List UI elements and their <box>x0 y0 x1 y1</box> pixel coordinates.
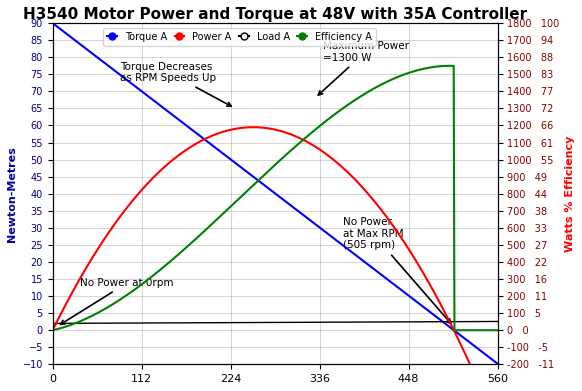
Text: Torque Decreases
as RPM Speeds Up: Torque Decreases as RPM Speeds Up <box>120 61 231 106</box>
Load A <box>346 320 353 325</box>
Power A <box>347 172 354 177</box>
Torque A <box>494 361 501 366</box>
Efficiency A <box>250 182 257 187</box>
Efficiency A <box>494 328 501 333</box>
Efficiency A <box>164 262 171 267</box>
Load A <box>311 320 318 325</box>
Torque A <box>49 21 56 25</box>
Efficiency A <box>128 290 135 294</box>
Power A <box>385 217 392 222</box>
Title: H3540 Motor Power and Torque at 48V with 35A Controller: H3540 Motor Power and Torque at 48V with… <box>23 7 527 22</box>
Load A <box>250 320 257 325</box>
Torque A <box>164 108 171 113</box>
Line: Load A: Load A <box>52 321 498 323</box>
Torque A <box>311 221 318 226</box>
Power A <box>164 162 171 167</box>
Torque A <box>346 248 353 253</box>
Efficiency A <box>384 79 391 84</box>
Line: Power A: Power A <box>52 127 498 391</box>
Load A <box>128 321 135 325</box>
Power A <box>128 200 135 204</box>
Torque A <box>128 81 135 86</box>
Line: Torque A: Torque A <box>52 23 498 364</box>
Text: No Power at 0rpm: No Power at 0rpm <box>61 278 174 325</box>
Power A <box>250 125 257 129</box>
Text: Maximum Power
=1300 W: Maximum Power =1300 W <box>318 41 409 95</box>
Power A <box>251 125 258 129</box>
Efficiency A <box>346 101 353 106</box>
Y-axis label: Newton-Metres: Newton-Metres <box>7 146 17 242</box>
Line: Efficiency A: Efficiency A <box>52 66 498 330</box>
Efficiency A <box>446 63 453 68</box>
Load A <box>494 319 501 324</box>
Legend: Torque A, Power A, Load A, Efficiency A: Torque A, Power A, Load A, Efficiency A <box>103 28 376 46</box>
Efficiency A <box>311 127 318 132</box>
Power A <box>312 144 319 149</box>
Y-axis label: Watts % Efficiency: Watts % Efficiency <box>565 136 575 252</box>
Text: No Power
at Max RPM
(505 rpm): No Power at Max RPM (505 rpm) <box>343 217 451 323</box>
Load A <box>164 321 171 325</box>
Efficiency A <box>49 328 56 333</box>
Load A <box>49 321 56 326</box>
Torque A <box>250 175 257 179</box>
Load A <box>384 319 391 324</box>
Power A <box>49 328 56 333</box>
Torque A <box>384 277 391 282</box>
